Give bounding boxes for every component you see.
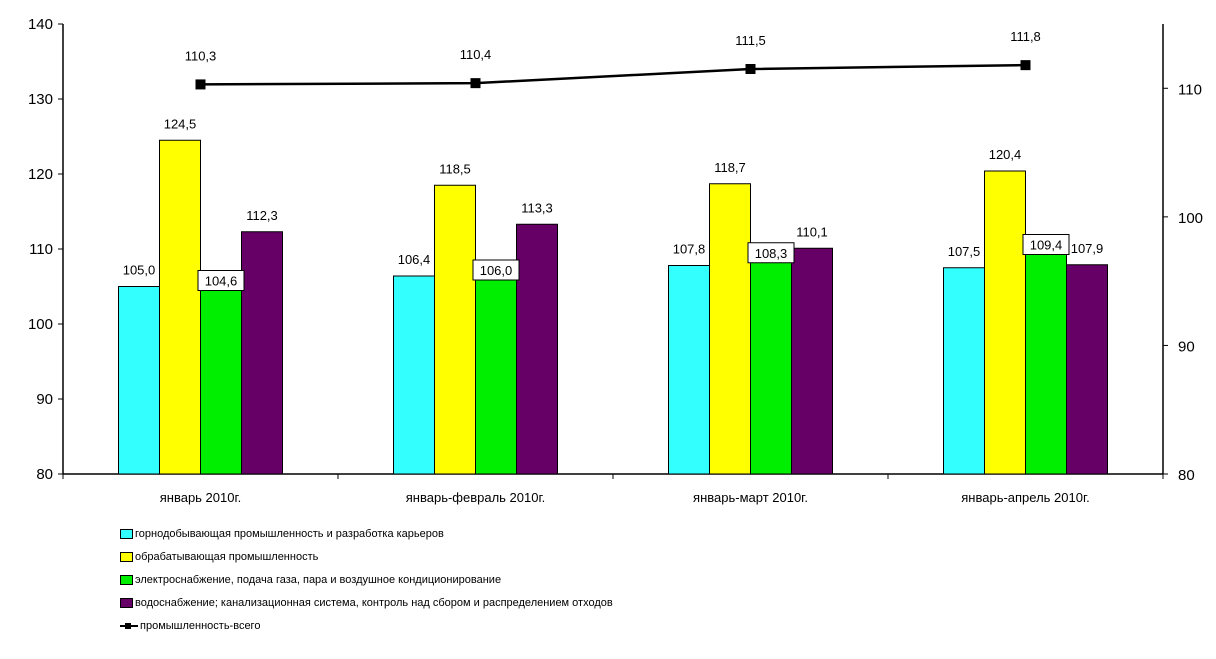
legend-line-marker-icon bbox=[120, 621, 138, 631]
bar bbox=[200, 289, 242, 475]
bar bbox=[1066, 264, 1108, 475]
legend-label: горнодобывающая промышленность и разрабо… bbox=[135, 527, 444, 540]
data-label-box bbox=[472, 259, 520, 281]
data-label: 106,0 bbox=[480, 263, 513, 278]
legend-label: водоснабжение; канализационная система, … bbox=[135, 596, 613, 609]
data-label: 107,9 bbox=[1071, 241, 1104, 256]
line-data-label: 110,4 bbox=[460, 47, 492, 62]
line-data-label: 111,5 bbox=[735, 33, 766, 48]
data-label: 109,4 bbox=[1030, 238, 1063, 253]
data-label: 105,0 bbox=[123, 263, 156, 278]
legend-label: электроснабжение, подача газа, пара и во… bbox=[135, 573, 502, 586]
data-label: 107,5 bbox=[948, 244, 981, 259]
data-label: 104,6 bbox=[205, 274, 238, 289]
data-label: 112,3 bbox=[246, 208, 278, 223]
right-tick-label: 80 bbox=[1178, 467, 1195, 484]
bar bbox=[943, 267, 985, 475]
line-marker bbox=[470, 78, 481, 89]
left-tick-label: 80 bbox=[36, 466, 53, 483]
line-marker bbox=[745, 64, 756, 74]
left-tick-label: 130 bbox=[28, 91, 53, 108]
data-label: 124,5 bbox=[164, 116, 197, 131]
x-tick-label: январь 2010г. bbox=[160, 490, 242, 505]
bar bbox=[1025, 253, 1067, 475]
legend-swatch bbox=[120, 574, 133, 585]
data-label: 120,4 bbox=[989, 147, 1022, 162]
right-tick-label: 90 bbox=[1178, 338, 1195, 355]
legend-item-mining: горнодобывающая промышленность и разрабо… bbox=[120, 522, 613, 545]
line-marker bbox=[1020, 60, 1031, 71]
x-tick-label: январь-февраль 2010г. bbox=[406, 490, 546, 505]
line-data-label: 111,8 bbox=[1010, 29, 1041, 44]
chart-svg: 80 90 100 110 120 130 140 80 90 100 110 январь 2010… bbox=[28, 16, 1203, 505]
bar bbox=[668, 265, 710, 475]
data-label-box bbox=[1022, 234, 1070, 255]
bar bbox=[241, 231, 283, 475]
legend: горнодобывающая промышленность и разрабо… bbox=[120, 522, 613, 637]
x-tick-label: январь-апрель 2010г. bbox=[961, 490, 1090, 505]
legend-swatch bbox=[120, 597, 133, 608]
bar bbox=[750, 261, 792, 475]
left-tick-label: 90 bbox=[36, 391, 53, 408]
right-tick-label: 110 bbox=[1178, 81, 1202, 98]
bar bbox=[159, 139, 201, 475]
data-label: 106,4 bbox=[398, 252, 431, 267]
data-label: 118,5 bbox=[439, 161, 471, 176]
legend-item-electricity: электроснабжение, подача газа, пара и во… bbox=[120, 568, 613, 591]
bar bbox=[984, 170, 1026, 475]
legend-item-water: водоснабжение; канализационная система, … bbox=[120, 591, 613, 614]
data-label: 108,3 bbox=[755, 246, 788, 261]
data-label: 118,7 bbox=[714, 160, 746, 175]
left-tick-label: 110 bbox=[29, 241, 53, 258]
data-label-box bbox=[747, 242, 795, 264]
left-tick-label: 120 bbox=[28, 166, 53, 183]
left-tick-label: 100 bbox=[28, 316, 53, 333]
bar bbox=[709, 183, 751, 475]
bar bbox=[434, 184, 476, 475]
legend-label: обрабатывающая промышленность bbox=[135, 550, 319, 563]
legend-item-total: промышленность-всего bbox=[120, 614, 613, 637]
data-label: 113,3 bbox=[521, 200, 553, 215]
x-tick-label: январь-март 2010г. bbox=[693, 490, 808, 505]
bar bbox=[475, 278, 517, 475]
legend-swatch bbox=[120, 528, 133, 539]
data-label-box bbox=[197, 270, 245, 291]
bar bbox=[393, 275, 435, 475]
legend-item-manufacturing: обрабатывающая промышленность bbox=[120, 545, 613, 568]
bar bbox=[118, 286, 160, 475]
right-tick-label: 100 bbox=[1178, 210, 1203, 227]
data-label: 110,1 bbox=[796, 224, 828, 239]
bar bbox=[516, 223, 558, 475]
legend-label: промышленность-всего bbox=[140, 619, 261, 632]
line-data-label: 110,3 bbox=[185, 48, 217, 63]
legend-swatch bbox=[120, 551, 133, 562]
left-tick-label: 140 bbox=[28, 16, 53, 33]
line-marker bbox=[195, 79, 206, 90]
bar bbox=[791, 247, 833, 475]
data-label: 107,8 bbox=[673, 242, 706, 257]
total-line bbox=[200, 63, 1026, 86]
